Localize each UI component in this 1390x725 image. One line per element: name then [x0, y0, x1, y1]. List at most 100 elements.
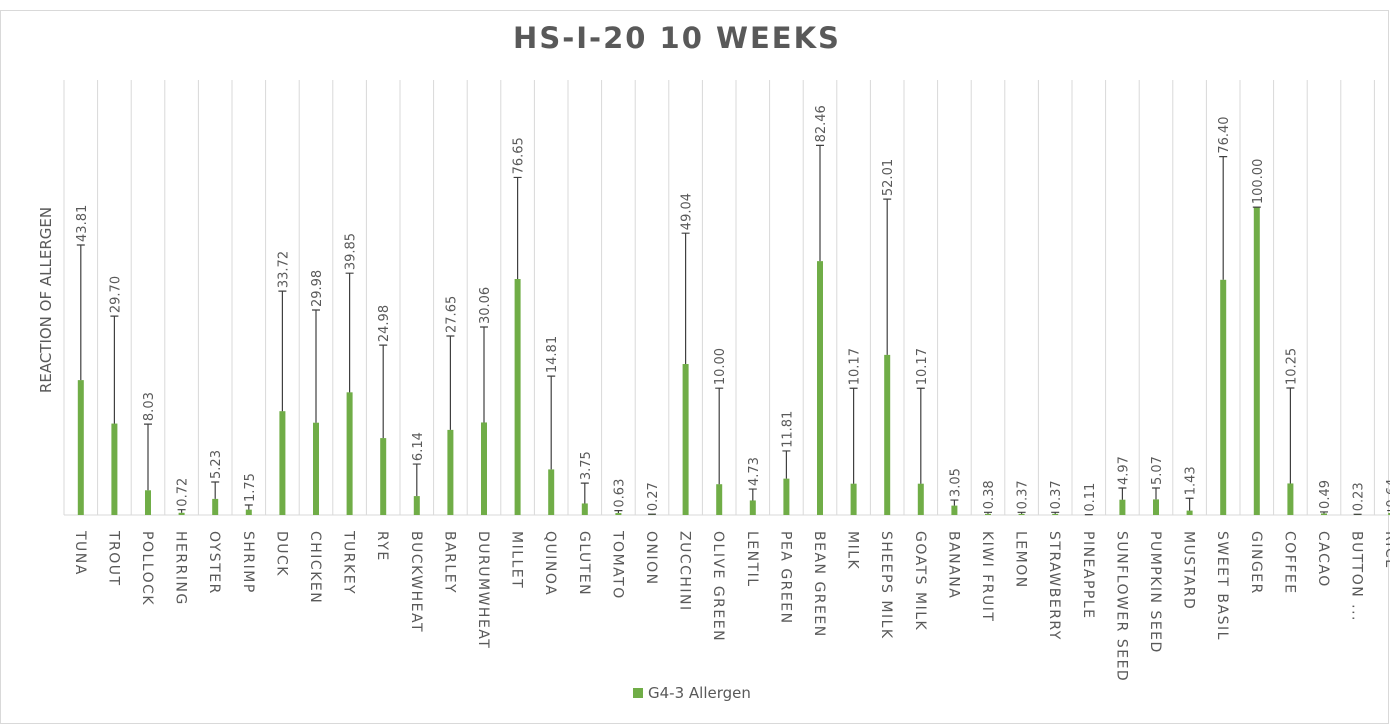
legend-swatch	[633, 688, 643, 698]
error-bar	[950, 499, 959, 506]
bar	[581, 503, 588, 515]
error-bar	[480, 326, 488, 423]
y-axis-title: REACTION OF ALLERGEN	[37, 207, 55, 393]
error-bar	[547, 375, 556, 470]
x-tick-label: BARLEY	[441, 531, 457, 594]
bar	[279, 411, 286, 515]
error-bar	[1320, 511, 1328, 514]
x-tick-label: QUINOA	[542, 531, 558, 596]
bar	[884, 354, 891, 515]
bar	[1321, 513, 1327, 515]
bar	[1186, 510, 1193, 515]
error-bar	[1387, 509, 1390, 512]
error-bar	[1219, 156, 1228, 280]
x-tick-label: GINGER	[1248, 531, 1264, 595]
bar	[212, 498, 219, 515]
bar	[1153, 499, 1159, 515]
x-tick-label: TUNA	[72, 530, 88, 576]
x-tick-label: PUMPKIN SEED	[1147, 531, 1163, 654]
x-tick-label: MUSTARD	[1181, 531, 1197, 610]
error-bar	[144, 423, 152, 491]
error-bar	[446, 335, 455, 430]
value-label: 29.70	[108, 276, 123, 313]
bar	[1287, 483, 1294, 515]
x-tick-label: BANANA	[945, 531, 961, 599]
error-bar	[379, 344, 388, 439]
value-label: 0.72	[176, 478, 191, 507]
x-tick-label: ONION	[643, 531, 659, 586]
x-tick-label: MILK	[845, 531, 861, 570]
error-bar	[76, 244, 85, 381]
bar	[178, 512, 185, 515]
value-label: 14.81	[545, 336, 560, 373]
value-label: 3.05	[948, 468, 963, 497]
value-label: 29.98	[310, 270, 325, 307]
value-label: 10.00	[713, 348, 728, 385]
value-label: 39.85	[344, 233, 359, 270]
x-tick-label: POLLOCK	[139, 531, 155, 606]
error-bar	[1051, 511, 1060, 514]
x-tick-label: SWEET BASIL	[1214, 531, 1230, 641]
value-label: 0.64	[1385, 479, 1390, 508]
bar	[1388, 513, 1390, 515]
bar	[111, 423, 118, 515]
error-bar	[984, 511, 992, 514]
x-tick-label: OYSTER	[206, 531, 222, 595]
error-bar	[614, 509, 623, 514]
x-tick-label: SHEEPS MILK	[878, 531, 894, 640]
x-tick-label: BUCKWHEAT	[408, 531, 424, 633]
bar	[145, 490, 151, 515]
bar	[1119, 499, 1126, 515]
x-tick-label: LENTIL	[744, 531, 760, 588]
bar	[447, 429, 454, 515]
error-bar	[1152, 487, 1160, 500]
error-bar	[748, 488, 757, 501]
error-bar	[110, 315, 119, 424]
value-label: 27.65	[444, 296, 459, 333]
x-tick-label: BEAN GREEN	[811, 531, 827, 638]
value-label: 4.97	[1116, 456, 1131, 485]
x-tick-label: STRAWBERRY	[1046, 531, 1062, 641]
value-label: 0.37	[1049, 480, 1064, 509]
error-bar	[211, 481, 220, 499]
error-bar	[278, 290, 287, 412]
value-label: 4.73	[747, 457, 762, 486]
x-tick-label: KIWI FRUIT	[979, 531, 995, 622]
bar	[749, 500, 756, 515]
value-label: 24.98	[377, 305, 392, 342]
error-bar	[681, 232, 690, 365]
bar	[1253, 207, 1260, 515]
error-bar	[816, 144, 824, 262]
error-bar	[177, 509, 186, 513]
value-label: 49.04	[680, 193, 695, 230]
x-tick-label: PEA GREEN	[777, 531, 793, 625]
value-label: 10.17	[848, 348, 863, 385]
bar	[682, 364, 689, 515]
error-bar	[782, 450, 791, 479]
error-bar	[1118, 487, 1127, 500]
bar	[548, 469, 555, 515]
x-tick-label: RYE	[374, 531, 390, 562]
error-bar	[580, 482, 589, 504]
error-bar	[916, 387, 925, 484]
value-label: 0.37	[1016, 480, 1031, 509]
x-tick-label: DUCK	[273, 531, 289, 577]
x-tick-label: TOMATO	[609, 530, 625, 600]
x-tick-label: LEMON	[1013, 531, 1029, 589]
x-tick-label: RICE	[1382, 531, 1390, 569]
bar	[817, 261, 823, 515]
error-bar	[1286, 387, 1295, 484]
value-label: 0.63	[612, 479, 627, 508]
error-bar	[513, 176, 522, 280]
value-label: 100.00	[1251, 159, 1266, 205]
x-tick-label: COFFEE	[1281, 531, 1297, 595]
value-label: 8.03	[142, 392, 157, 421]
x-tick-label: GLUTEN	[576, 531, 592, 596]
value-label: 10.25	[1284, 348, 1299, 385]
x-tick-label: TROUT	[105, 530, 121, 587]
value-label: 43.81	[75, 205, 90, 242]
value-label: 30.06	[478, 287, 493, 324]
bar	[77, 380, 84, 515]
bar	[615, 513, 622, 515]
error-bar	[345, 272, 354, 393]
